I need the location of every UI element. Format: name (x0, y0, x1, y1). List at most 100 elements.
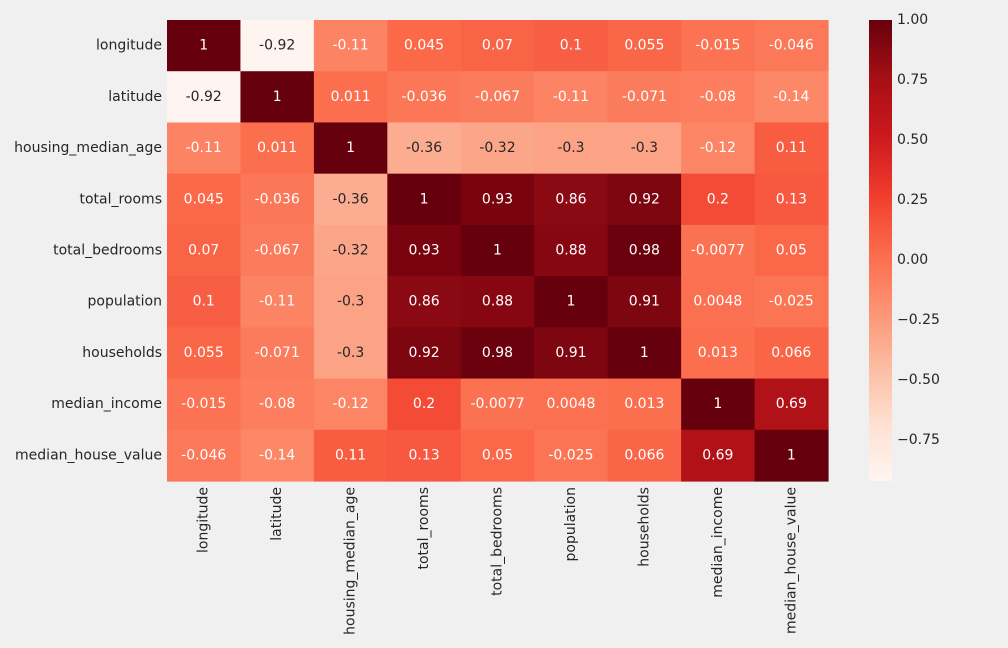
x-tick-label: total_bedrooms (490, 487, 506, 596)
heatmap-cell (607, 378, 682, 431)
x-tick-label: latitude (269, 487, 285, 541)
heatmap-cell-label: 1 (640, 345, 649, 361)
heatmap-cell-label: -0.11 (332, 38, 368, 54)
heatmap-cell (754, 276, 829, 328)
x-tick-label: longitude (196, 487, 212, 553)
heatmap-cell-label: 0.013 (624, 396, 664, 412)
heatmap-cell-labels: 1 -0.92 -0.11 0.045 0.07 0.1 0.055 -0.015 -0.046… (181, 38, 814, 464)
heatmap-cell (240, 378, 315, 431)
heatmap-cell (240, 327, 315, 380)
y-tick-label: households (82, 345, 162, 361)
heatmap-cell (681, 122, 756, 175)
y-tick-label: median_house_value (15, 447, 162, 463)
heatmap-cell (681, 378, 756, 431)
heatmap-cell-label: 0.13 (776, 191, 807, 207)
heatmap-cell-label: 0.93 (408, 243, 439, 259)
heatmap-cell (387, 378, 462, 431)
heatmap-cell (387, 20, 462, 72)
heatmap-cell-label: -0.36 (406, 140, 442, 156)
heatmap-cell-label: -0.11 (259, 294, 295, 310)
heatmap-cell-label: -0.32 (332, 243, 368, 259)
heatmap-cell-label: 1 (787, 447, 796, 463)
heatmap-cell-label: 0.91 (629, 294, 660, 310)
colorbar-tick-label: 0.25 (897, 192, 928, 208)
heatmap-cell-label: -0.08 (259, 396, 295, 412)
heatmap-cell (167, 224, 242, 277)
heatmap-cell (387, 429, 462, 482)
heatmap-cell (313, 276, 388, 328)
heatmap-cell-label: 0.11 (335, 447, 366, 463)
heatmap-cell-label: -0.14 (773, 89, 809, 105)
heatmap-cell-label: 0.2 (413, 396, 435, 412)
heatmap-cell (534, 224, 609, 277)
heatmap-cell-label: -0.12 (700, 140, 736, 156)
y-tick-label: longitude (96, 38, 162, 54)
heatmap-cell (313, 327, 388, 380)
colorbar-gradient (869, 20, 892, 481)
heatmap-cell-label: 0.69 (776, 396, 807, 412)
heatmap-cell (313, 20, 388, 72)
heatmap-cell-label: -0.046 (769, 38, 814, 54)
heatmap-cell (754, 71, 829, 124)
heatmap-cell (460, 429, 535, 482)
colorbar-tick-label: −0.75 (897, 432, 940, 448)
heatmap-cell (387, 122, 462, 175)
heatmap-cell-label: -0.071 (255, 345, 300, 361)
heatmap-cell-label: 0.98 (482, 345, 513, 361)
heatmap-cell (607, 20, 682, 72)
heatmap-cell (534, 173, 609, 226)
heatmap-cell-label: -0.3 (557, 140, 584, 156)
heatmap-cell (754, 429, 829, 482)
heatmap-cell (534, 20, 609, 72)
heatmap-cell (387, 276, 462, 328)
heatmap-cell-label: 0.1 (560, 38, 582, 54)
heatmap-cell-label: 0.07 (188, 243, 219, 259)
heatmap-cell (534, 276, 609, 328)
heatmap-cell-label: -0.025 (548, 447, 593, 463)
heatmap-cell (240, 20, 315, 72)
heatmap-cell (167, 20, 242, 72)
x-tick-label: median_income (710, 487, 726, 598)
heatmap-cell (167, 429, 242, 482)
heatmap-cell (607, 173, 682, 226)
heatmap-cell-label: 0.86 (555, 191, 586, 207)
heatmap-cell-label: 0.011 (331, 89, 371, 105)
heatmap-cell-label: 0.055 (184, 345, 224, 361)
heatmap-cell-label: 0.88 (555, 243, 586, 259)
heatmap-cell-label: 0.11 (776, 140, 807, 156)
heatmap-cell (460, 173, 535, 226)
heatmap-cell (460, 122, 535, 175)
heatmap-cell-label: 0.86 (408, 294, 439, 310)
heatmap-cell (313, 71, 388, 124)
heatmap-cell (167, 71, 242, 124)
heatmap-cell-label: -0.015 (695, 38, 740, 54)
heatmap-cell (607, 276, 682, 328)
heatmap-cell (460, 71, 535, 124)
heatmap-cell-label: -0.11 (553, 89, 589, 105)
heatmap-cell (240, 276, 315, 328)
heatmap-cell-label: 1 (493, 243, 502, 259)
heatmap-cell (681, 20, 756, 72)
x-axis-tick-labels: longitude latitude housing_median_age total… (196, 487, 800, 635)
heatmap-cell (240, 122, 315, 175)
heatmap-cell (534, 378, 609, 431)
heatmap-cell-label: -0.3 (337, 345, 364, 361)
heatmap-cell-label: -0.046 (181, 447, 226, 463)
heatmap-cell (460, 276, 535, 328)
heatmap-cell (460, 20, 535, 72)
colorbar-tick-label: 0.00 (897, 252, 928, 268)
heatmap-cell-label: 0.045 (184, 191, 224, 207)
heatmap-cell (387, 224, 462, 277)
heatmap-cell (313, 224, 388, 277)
heatmap-cell-label: -0.3 (337, 294, 364, 310)
heatmap-cell-label: 0.045 (404, 38, 444, 54)
heatmap-cell-label: -0.36 (332, 191, 368, 207)
y-tick-label: total_rooms (79, 191, 162, 207)
y-tick-label: population (88, 294, 163, 310)
heatmap-cell-label: 0.011 (257, 140, 297, 156)
heatmap-cell-label: 0.69 (702, 447, 733, 463)
colorbar-ticks: 1.00 0.75 0.50 0.25 0.00 −0.25 −0.50 −0.75 (897, 12, 940, 448)
heatmap-cell (167, 276, 242, 328)
heatmap-cell-label: -0.92 (259, 38, 295, 54)
heatmap-cell-label: 1 (273, 89, 282, 105)
